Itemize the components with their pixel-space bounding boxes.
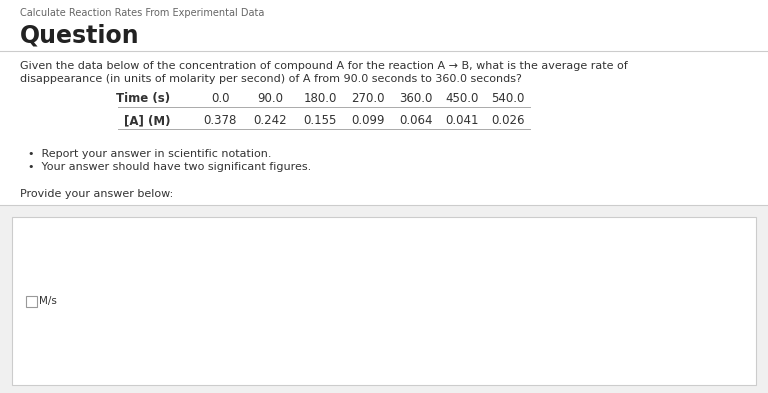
Text: 540.0: 540.0 [492,92,525,105]
Text: Time (s): Time (s) [116,92,170,105]
Text: 450.0: 450.0 [445,92,478,105]
Text: Provide your answer below:: Provide your answer below: [20,189,174,199]
Text: Question: Question [20,23,140,47]
Text: Given the data below of the concentration of compound A for the reaction A → B, : Given the data below of the concentratio… [20,61,627,71]
Text: 360.0: 360.0 [399,92,432,105]
Bar [0,205,768,393]
Text: •  Report your answer in scientific notation.: • Report your answer in scientific notat… [28,149,272,159]
Text: 0.099: 0.099 [351,114,385,127]
Text: disappearance (in units of molarity per second) of A from 90.0 seconds to 360.0 : disappearance (in units of molarity per … [20,74,522,84]
Text: •  Your answer should have two significant figures.: • Your answer should have two significan… [28,162,311,172]
Text: M/s: M/s [39,296,57,306]
Text: 0.026: 0.026 [492,114,525,127]
Text: Calculate Reaction Rates From Experimental Data: Calculate Reaction Rates From Experiment… [20,8,264,18]
Text: 0.242: 0.242 [253,114,286,127]
Bar [12,217,756,385]
Text: 0.378: 0.378 [204,114,237,127]
Bar [26,296,37,307]
Text: 0.041: 0.041 [445,114,478,127]
Text: 90.0: 90.0 [257,92,283,105]
Text: 270.0: 270.0 [351,92,385,105]
Text: [A] (M): [A] (M) [124,114,170,127]
Text: 180.0: 180.0 [303,92,336,105]
Text: 0.155: 0.155 [303,114,336,127]
Text: 0.064: 0.064 [399,114,432,127]
Text: 0.0: 0.0 [210,92,230,105]
